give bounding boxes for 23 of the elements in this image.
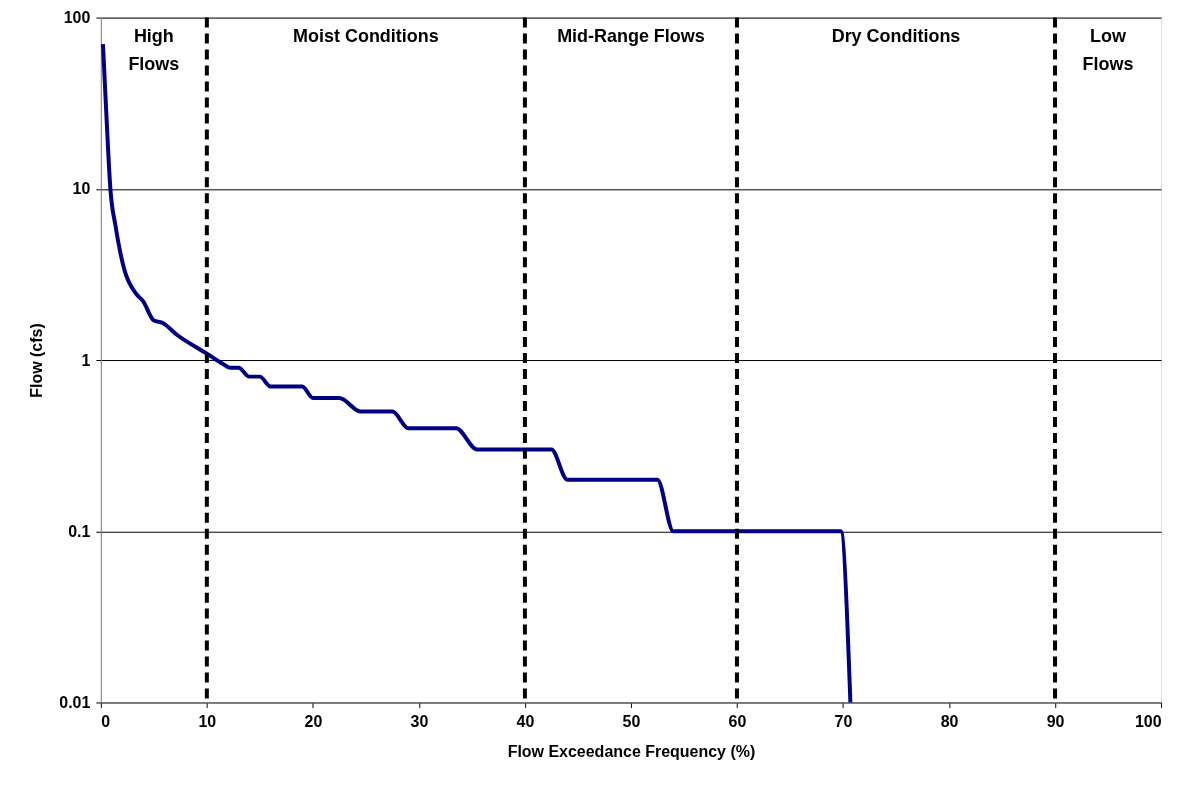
annotation: High Flows xyxy=(128,25,180,74)
y-tick-label: 10 xyxy=(72,180,91,198)
x-axis-title: Flow Exceedance Frequency (%) xyxy=(507,742,756,760)
annotation: Moist Conditions xyxy=(293,25,439,46)
x-tick-label: 0 xyxy=(101,712,111,730)
x-tick-label: 10 xyxy=(198,712,217,730)
y-tick-label: 1 xyxy=(81,351,91,369)
x-tick-label: 100 xyxy=(1134,712,1162,730)
annotation: Low Flows xyxy=(1082,25,1134,74)
x-tick-label: 40 xyxy=(516,712,535,730)
x-tick-label: 90 xyxy=(1046,712,1065,730)
y-tick-label: 0.1 xyxy=(68,522,91,540)
x-tick-label: 30 xyxy=(410,712,429,730)
y-axis-title: Flow (cfs) xyxy=(28,323,46,398)
x-tick-label: 80 xyxy=(940,712,959,730)
y-tick-label: 0.01 xyxy=(59,693,91,711)
annotation: Mid-Range Flows xyxy=(557,25,705,46)
x-tick-label: 20 xyxy=(304,712,323,730)
annotation: Dry Conditions xyxy=(831,25,961,46)
x-tick-label: 50 xyxy=(622,712,641,730)
x-tick-label: 60 xyxy=(728,712,747,730)
y-tick-label: 100 xyxy=(63,9,91,27)
x-tick-label: 70 xyxy=(834,712,853,730)
